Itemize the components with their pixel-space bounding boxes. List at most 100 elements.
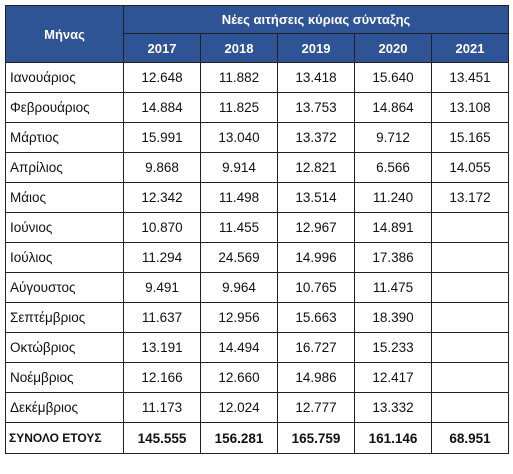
- value-cell: 12.821: [277, 152, 355, 183]
- value-cell: 12.417: [354, 362, 432, 393]
- value-cell: [430, 242, 510, 273]
- value-cell: 14.884: [123, 92, 201, 123]
- month-cell: Ιούλιος: [5, 242, 124, 273]
- value-cell: 15.991: [123, 122, 201, 153]
- year-header: 2020: [354, 33, 432, 63]
- value-cell: 13.191: [123, 332, 201, 363]
- value-cell: 15.165: [430, 122, 510, 153]
- table-row: Ιούλιος 11.294 24.569 14.996 17.386: [5, 242, 510, 273]
- value-cell: 11.455: [200, 212, 278, 243]
- value-cell: 9.868: [123, 152, 201, 183]
- month-cell: Νοέμβριος: [5, 362, 124, 393]
- table-body: Ιανουάριος 12.648 11.882 13.418 15.640 13.451…: [5, 62, 510, 423]
- value-cell: 15.640: [354, 62, 432, 93]
- value-cell: [430, 332, 510, 363]
- table-row: Δεκέμβριος 11.173 12.024 12.777 13.332: [5, 392, 510, 423]
- table-row: Οκτώβριος 13.191 14.494 16.727 15.233: [5, 332, 510, 363]
- value-cell: 14.055: [430, 152, 510, 183]
- table-row: Φεβρουάριος 14.884 11.825 13.753 14.864 13.10…: [5, 92, 510, 123]
- value-cell: 14.494: [200, 332, 278, 363]
- value-cell: 12.024: [200, 392, 278, 423]
- year-header: 2018: [200, 33, 278, 63]
- year-header: 2017: [123, 33, 201, 63]
- month-column-header: Μήνας: [5, 5, 124, 63]
- month-cell: Ιούνιος: [5, 212, 124, 243]
- value-cell: 9.712: [354, 122, 432, 153]
- month-cell: Δεκέμβριος: [5, 392, 124, 423]
- value-cell: 11.637: [123, 302, 201, 333]
- month-cell: Μάιος: [5, 182, 124, 213]
- value-cell: 15.233: [354, 332, 432, 363]
- value-cell: [430, 272, 510, 303]
- month-cell: Απρίλιος: [5, 152, 124, 183]
- value-cell: 9.914: [200, 152, 278, 183]
- value-cell: 6.566: [354, 152, 432, 183]
- month-cell: Σεπτέμβριος: [5, 302, 124, 333]
- value-cell: 24.569: [200, 242, 278, 273]
- value-cell: 12.660: [200, 362, 278, 393]
- value-cell: 11.240: [354, 182, 432, 213]
- total-cell: 156.281: [200, 422, 278, 454]
- value-cell: 14.996: [277, 242, 355, 273]
- value-cell: 13.108: [430, 92, 510, 123]
- month-cell: Φεβρουάριος: [5, 92, 124, 123]
- value-cell: 10.765: [277, 272, 355, 303]
- value-cell: 14.891: [354, 212, 432, 243]
- value-cell: 13.418: [277, 62, 355, 93]
- month-cell: Μάρτιος: [5, 122, 124, 153]
- total-cell: 145.555: [123, 422, 201, 454]
- total-cell: 161.146: [354, 422, 432, 454]
- value-cell: 12.648: [123, 62, 201, 93]
- value-cell: 13.753: [277, 92, 355, 123]
- table-row: Αύγουστος 9.491 9.964 10.765 11.475: [5, 272, 510, 303]
- value-cell: 10.870: [123, 212, 201, 243]
- year-header: 2019: [277, 33, 355, 63]
- value-cell: 12.342: [123, 182, 201, 213]
- month-cell: Ιανουάριος: [5, 62, 124, 93]
- value-cell: 9.491: [123, 272, 201, 303]
- value-cell: 17.386: [354, 242, 432, 273]
- value-cell: [430, 302, 510, 333]
- value-cell: 11.825: [200, 92, 278, 123]
- value-cell: 9.964: [200, 272, 278, 303]
- month-cell: Οκτώβριος: [5, 332, 124, 363]
- value-cell: 14.864: [354, 92, 432, 123]
- value-cell: [430, 212, 510, 243]
- value-cell: 15.663: [277, 302, 355, 333]
- value-cell: 13.040: [200, 122, 278, 153]
- value-cell: 12.967: [277, 212, 355, 243]
- value-cell: 12.956: [200, 302, 278, 333]
- value-cell: 13.451: [430, 62, 510, 93]
- value-cell: 14.986: [277, 362, 355, 393]
- value-cell: 11.173: [123, 392, 201, 423]
- table-row: Απρίλιος 9.868 9.914 12.821 6.566 14.055: [5, 152, 510, 183]
- table-header: Μήνας Νέες αιτήσεις κύριας σύνταξης 2017…: [5, 5, 510, 63]
- table-row: Μάιος 12.342 11.498 13.514 11.240 13.172: [5, 182, 510, 213]
- table-row: Ιούνιος 10.870 11.455 12.967 14.891: [5, 212, 510, 243]
- value-cell: 13.514: [277, 182, 355, 213]
- value-cell: 12.777: [277, 392, 355, 423]
- value-cell: [430, 392, 510, 423]
- value-cell: 11.294: [123, 242, 201, 273]
- value-cell: 18.390: [354, 302, 432, 333]
- year-header: 2021: [430, 33, 510, 63]
- month-cell: Αύγουστος: [5, 272, 124, 303]
- value-cell: 13.172: [430, 182, 510, 213]
- value-cell: 13.372: [277, 122, 355, 153]
- value-cell: 11.882: [200, 62, 278, 93]
- value-cell: 12.166: [123, 362, 201, 393]
- value-cell: 11.498: [200, 182, 278, 213]
- table-row: Νοέμβριος 12.166 12.660 14.986 12.417: [5, 362, 510, 393]
- total-label: ΣΥΝΟΛΟ ΕΤΟΥΣ: [5, 422, 124, 454]
- total-row: ΣΥΝΟΛΟ ΕΤΟΥΣ 145.555 156.281 165.759 161…: [5, 422, 510, 454]
- group-title-header: Νέες αιτήσεις κύριας σύνταξης: [122, 5, 510, 34]
- total-cell: 68.951: [430, 422, 510, 454]
- table-row: Μάρτιος 15.991 13.040 13.372 9.712 15.165: [5, 122, 510, 153]
- value-cell: 11.475: [354, 272, 432, 303]
- table-row: Σεπτέμβριος 11.637 12.956 15.663 18.390: [5, 302, 510, 333]
- pension-applications-table: Μήνας Νέες αιτήσεις κύριας σύνταξης 2017…: [5, 5, 510, 454]
- value-cell: [430, 362, 510, 393]
- value-cell: 16.727: [277, 332, 355, 363]
- value-cell: 13.332: [354, 392, 432, 423]
- total-cell: 165.759: [277, 422, 355, 454]
